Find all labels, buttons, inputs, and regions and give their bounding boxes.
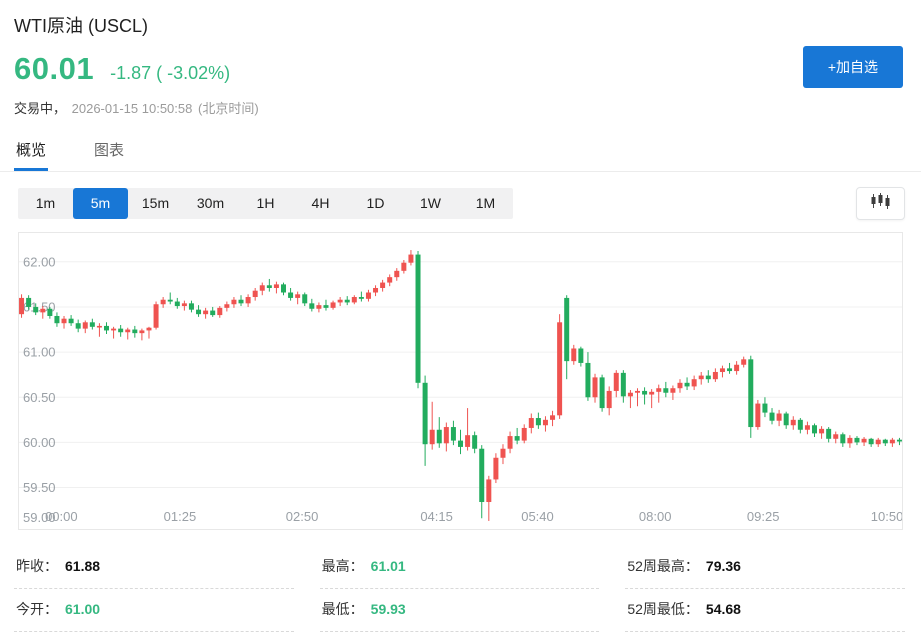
- instrument-title: WTI原油 (USCL): [14, 16, 148, 36]
- quote-timestamp: 2026-01-15 10:50:58: [71, 101, 193, 116]
- price-change: -1.87 ( -3.02%): [110, 63, 231, 83]
- svg-text:59.50: 59.50: [23, 480, 56, 495]
- tab-bar: 概览 图表: [0, 132, 921, 172]
- trading-status: 交易中，: [14, 101, 67, 116]
- svg-text:60.50: 60.50: [23, 390, 56, 405]
- interval-15m[interactable]: 15m: [141, 195, 170, 211]
- tab-overview[interactable]: 概览: [14, 132, 49, 171]
- interval-1m-month[interactable]: 1M: [475, 195, 496, 211]
- interval-1h[interactable]: 1H: [256, 195, 275, 211]
- tab-chart[interactable]: 图表: [94, 142, 125, 159]
- svg-text:62.00: 62.00: [23, 254, 56, 269]
- interval-1d[interactable]: 1D: [366, 195, 385, 211]
- interval-1w[interactable]: 1W: [420, 195, 441, 211]
- stats-panel: 昨收： 61.88 最高： 61.01 52周最高： 79.36 今开： 61.…: [14, 546, 905, 632]
- stat-day-low: 最低： 59.93: [319, 589, 600, 632]
- candlestick-chart-svg[interactable]: 62.0061.5061.0060.5060.0059.5059.0000:00…: [18, 232, 903, 530]
- stat-52w-high: 52周最高： 79.36: [625, 546, 905, 589]
- candlestick-chart-icon: [870, 192, 892, 215]
- svg-text:08:00: 08:00: [639, 509, 672, 524]
- header: WTI原油 (USCL) 60.01 -1.87 ( -3.02%) 交易中， …: [0, 0, 921, 117]
- svg-text:02:50: 02:50: [286, 509, 319, 524]
- add-watchlist-button[interactable]: +加自选: [802, 46, 903, 88]
- current-price: 60.01: [14, 51, 95, 86]
- stat-52w-low: 52周最低： 54.68: [625, 589, 905, 632]
- svg-text:00:00: 00:00: [45, 509, 78, 524]
- svg-text:04:15: 04:15: [420, 509, 453, 524]
- svg-text:61.00: 61.00: [23, 345, 56, 360]
- interval-1m[interactable]: 1m: [35, 195, 56, 211]
- svg-text:09:25: 09:25: [747, 509, 780, 524]
- chart-style-button[interactable]: [856, 187, 905, 220]
- svg-text:05:40: 05:40: [521, 509, 554, 524]
- stat-open: 今开： 61.00: [14, 589, 294, 632]
- interval-selector: 1m 5m 15m 30m 1H 4H 1D 1W 1M: [18, 188, 513, 219]
- svg-text:59.00: 59.00: [23, 510, 56, 525]
- stat-prev-close: 昨收： 61.88: [14, 546, 294, 589]
- svg-text:01:25: 01:25: [164, 509, 197, 524]
- svg-text:10:50: 10:50: [871, 509, 903, 524]
- chart-controls: 1m 5m 15m 30m 1H 4H 1D 1W 1M: [18, 187, 905, 220]
- interval-4h[interactable]: 4H: [311, 195, 330, 211]
- timezone-label: (北京时间): [197, 101, 259, 116]
- svg-text:60.00: 60.00: [23, 435, 56, 450]
- stat-day-high: 最高： 61.01: [319, 546, 600, 589]
- price-chart: 62.00 61.50 61.00 60.50 60.00 59.50 59.00 00:00…: [18, 232, 905, 530]
- interval-30m[interactable]: 30m: [196, 195, 225, 211]
- interval-5m[interactable]: 5m: [73, 188, 128, 219]
